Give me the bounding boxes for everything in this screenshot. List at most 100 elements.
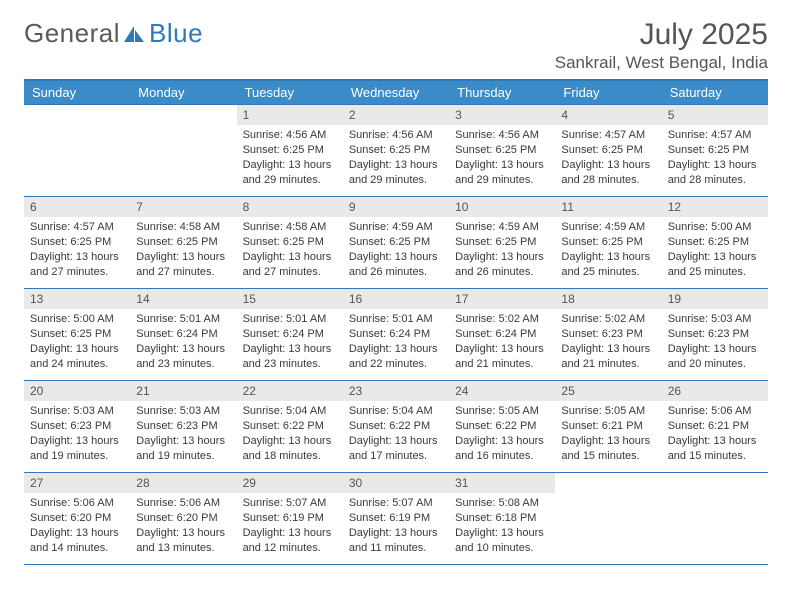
day-number: 25 <box>555 381 661 401</box>
daylight-text: Daylight: 13 hours <box>349 158 443 173</box>
day-number: 31 <box>449 473 555 493</box>
calendar-day-cell: 13Sunrise: 5:00 AMSunset: 6:25 PMDayligh… <box>24 289 130 381</box>
day-details: Sunrise: 4:57 AMSunset: 6:25 PMDaylight:… <box>662 125 768 191</box>
calendar-day-cell: 14Sunrise: 5:01 AMSunset: 6:24 PMDayligh… <box>130 289 236 381</box>
sunrise-text: Sunrise: 4:59 AM <box>561 220 655 235</box>
day-details: Sunrise: 5:07 AMSunset: 6:19 PMDaylight:… <box>343 493 449 559</box>
sunrise-text: Sunrise: 5:02 AM <box>561 312 655 327</box>
calendar-day-cell: 12Sunrise: 5:00 AMSunset: 6:25 PMDayligh… <box>662 197 768 289</box>
day-number: 7 <box>130 197 236 217</box>
calendar-day-cell: 16Sunrise: 5:01 AMSunset: 6:24 PMDayligh… <box>343 289 449 381</box>
calendar-week-row: 27Sunrise: 5:06 AMSunset: 6:20 PMDayligh… <box>24 473 768 565</box>
daylight-text: Daylight: 13 hours <box>30 526 124 541</box>
daylight-text: Daylight: 13 hours <box>455 342 549 357</box>
daylight-text: Daylight: 13 hours <box>30 434 124 449</box>
weekday-header: Monday <box>130 80 236 105</box>
daylight-text: Daylight: 13 hours <box>455 434 549 449</box>
sunset-text: Sunset: 6:25 PM <box>668 143 762 158</box>
daylight-text: Daylight: 13 hours <box>455 158 549 173</box>
day-details: Sunrise: 5:06 AMSunset: 6:21 PMDaylight:… <box>662 401 768 467</box>
daylight-text: and 11 minutes. <box>349 541 443 556</box>
calendar-day-cell: 27Sunrise: 5:06 AMSunset: 6:20 PMDayligh… <box>24 473 130 565</box>
day-number: 11 <box>555 197 661 217</box>
sunset-text: Sunset: 6:22 PM <box>455 419 549 434</box>
header: General Blue July 2025 Sankrail, West Be… <box>24 18 768 73</box>
sunset-text: Sunset: 6:25 PM <box>243 143 337 158</box>
sunset-text: Sunset: 6:19 PM <box>243 511 337 526</box>
day-details: Sunrise: 5:05 AMSunset: 6:22 PMDaylight:… <box>449 401 555 467</box>
sunrise-text: Sunrise: 5:08 AM <box>455 496 549 511</box>
calendar-day-cell: 23Sunrise: 5:04 AMSunset: 6:22 PMDayligh… <box>343 381 449 473</box>
day-details: Sunrise: 4:58 AMSunset: 6:25 PMDaylight:… <box>130 217 236 283</box>
day-number: 17 <box>449 289 555 309</box>
daylight-text: and 16 minutes. <box>455 449 549 464</box>
daylight-text: and 27 minutes. <box>30 265 124 280</box>
sunset-text: Sunset: 6:25 PM <box>561 143 655 158</box>
daylight-text: and 22 minutes. <box>349 357 443 372</box>
sunrise-text: Sunrise: 5:06 AM <box>668 404 762 419</box>
calendar-day-cell: 31 Sunrise: 5:08 AMSunset: 6:18 PMDayligh… <box>449 473 555 565</box>
day-number: 9 <box>343 197 449 217</box>
day-number: 14 <box>130 289 236 309</box>
calendar-day-cell: 15Sunrise: 5:01 AMSunset: 6:24 PMDayligh… <box>237 289 343 381</box>
sunset-text: Sunset: 6:23 PM <box>136 419 230 434</box>
sunset-text: Sunset: 6:21 PM <box>561 419 655 434</box>
sunrise-text: Sunrise: 4:56 AM <box>243 128 337 143</box>
day-number: 30 <box>343 473 449 493</box>
day-details: Sunrise: 5:02 AMSunset: 6:23 PMDaylight:… <box>555 309 661 375</box>
sunrise-text: Sunrise: 4:57 AM <box>668 128 762 143</box>
sunrise-text: Sunrise: 4:56 AM <box>455 128 549 143</box>
day-number: 2 <box>343 105 449 125</box>
daylight-text: Daylight: 13 hours <box>349 434 443 449</box>
daylight-text: and 29 minutes. <box>349 173 443 188</box>
day-number: 15 <box>237 289 343 309</box>
daylight-text: and 20 minutes. <box>668 357 762 372</box>
sunset-text: Sunset: 6:18 PM <box>455 511 549 526</box>
sunrise-text: Sunrise: 5:01 AM <box>349 312 443 327</box>
calendar-day-cell: 7Sunrise: 4:58 AMSunset: 6:25 PMDaylight… <box>130 197 236 289</box>
daylight-text: and 10 minutes. <box>455 541 549 556</box>
calendar-week-row: 1Sunrise: 4:56 AMSunset: 6:25 PMDaylight… <box>24 105 768 197</box>
calendar-day-cell: 3 Sunrise: 4:56 AMSunset: 6:25 PMDaylight… <box>449 105 555 197</box>
daylight-text: and 29 minutes. <box>243 173 337 188</box>
daylight-text: and 15 minutes. <box>668 449 762 464</box>
day-number: 1 <box>237 105 343 125</box>
sunset-text: Sunset: 6:24 PM <box>455 327 549 342</box>
day-number: 28 <box>130 473 236 493</box>
calendar-day-cell: 10Sunrise: 4:59 AMSunset: 6:25 PMDayligh… <box>449 197 555 289</box>
day-number: 3 <box>449 105 555 125</box>
calendar-day-cell: 30Sunrise: 5:07 AMSunset: 6:19 PMDayligh… <box>343 473 449 565</box>
daylight-text: Daylight: 13 hours <box>668 250 762 265</box>
day-details: Sunrise: 4:57 AMSunset: 6:25 PMDaylight:… <box>555 125 661 191</box>
calendar-day-cell: 22Sunrise: 5:04 AMSunset: 6:22 PMDayligh… <box>237 381 343 473</box>
day-details: Sunrise: 5:03 AMSunset: 6:23 PMDaylight:… <box>24 401 130 467</box>
logo-text-a: General <box>24 18 120 49</box>
sunset-text: Sunset: 6:25 PM <box>561 235 655 250</box>
sunrise-text: Sunrise: 5:00 AM <box>30 312 124 327</box>
day-details: Sunrise: 5:02 AMSunset: 6:24 PMDaylight:… <box>449 309 555 375</box>
calendar-day-cell: 8Sunrise: 4:58 AMSunset: 6:25 PMDaylight… <box>237 197 343 289</box>
daylight-text: Daylight: 13 hours <box>455 526 549 541</box>
daylight-text: Daylight: 13 hours <box>30 342 124 357</box>
sunrise-text: Sunrise: 5:06 AM <box>136 496 230 511</box>
sunrise-text: Sunrise: 5:02 AM <box>455 312 549 327</box>
sunset-text: Sunset: 6:22 PM <box>243 419 337 434</box>
daylight-text: and 19 minutes. <box>136 449 230 464</box>
sunrise-text: Sunrise: 5:01 AM <box>136 312 230 327</box>
sunset-text: Sunset: 6:25 PM <box>455 143 549 158</box>
sunset-text: Sunset: 6:23 PM <box>668 327 762 342</box>
daylight-text: and 19 minutes. <box>30 449 124 464</box>
sunrise-text: Sunrise: 5:06 AM <box>30 496 124 511</box>
daylight-text: Daylight: 13 hours <box>136 342 230 357</box>
day-details: Sunrise: 5:00 AMSunset: 6:25 PMDaylight:… <box>24 309 130 375</box>
sunset-text: Sunset: 6:23 PM <box>30 419 124 434</box>
daylight-text: and 12 minutes. <box>243 541 337 556</box>
day-number: 22 <box>237 381 343 401</box>
sunset-text: Sunset: 6:24 PM <box>243 327 337 342</box>
day-details: Sunrise: 5:07 AMSunset: 6:19 PMDaylight:… <box>237 493 343 559</box>
day-number: 21 <box>130 381 236 401</box>
daylight-text: Daylight: 13 hours <box>668 342 762 357</box>
day-number: 23 <box>343 381 449 401</box>
daylight-text: and 26 minutes. <box>349 265 443 280</box>
sunset-text: Sunset: 6:20 PM <box>136 511 230 526</box>
